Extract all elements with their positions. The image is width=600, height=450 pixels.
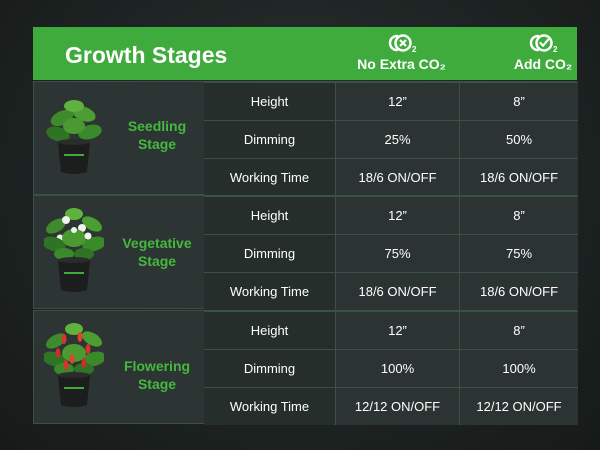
stage-name: Vegetative Stage (112, 234, 202, 270)
table-row: Working Time 18/6 ON/OFF 18/6 ON/OFF (204, 158, 578, 196)
seedling-plant-icon (44, 92, 104, 187)
column-label-no-co2: No Extra CO₂ (357, 56, 446, 72)
svg-text:2: 2 (412, 45, 417, 54)
stage-image-panel: Flowering Stage (34, 311, 204, 423)
table-row: Dimming 25% 50% (204, 120, 578, 158)
row-label: Working Time (204, 388, 335, 425)
row-label: Dimming (204, 235, 335, 272)
table-row: Height 12” 8” (204, 196, 578, 234)
table-row: Height 12” 8” (204, 82, 578, 120)
table-row: Dimming 100% 100% (204, 349, 578, 387)
stage-name-line1: Flowering (123, 358, 191, 374)
stage-vegetative: Vegetative Stage Height 12” 8” Dimming 7… (33, 195, 578, 310)
stage-seedling: Seedling Stage Height 12” 8” Dimming 25%… (33, 81, 578, 196)
stage-flowering: Flowering Stage Height 12” 8” Dimming 10… (33, 310, 578, 425)
co2-check-icon: 2 (529, 34, 558, 54)
flowering-plant-icon (42, 317, 106, 418)
value-no-co2: 12” (335, 83, 459, 120)
value-add-co2: 8” (459, 83, 578, 120)
value-no-co2: 12/12 ON/OFF (335, 388, 459, 425)
value-add-co2: 8” (459, 312, 578, 349)
row-label: Working Time (204, 159, 335, 196)
value-no-co2: 25% (335, 121, 459, 158)
row-label: Dimming (204, 350, 335, 387)
value-add-co2: 100% (459, 350, 578, 387)
table-header: Growth Stages 2 No Extra CO₂ 2 Add CO₂ (33, 27, 577, 80)
value-no-co2: 12” (335, 312, 459, 349)
column-header-no-co2: 2 No Extra CO₂ (340, 31, 463, 72)
value-no-co2: 100% (335, 350, 459, 387)
value-add-co2: 12/12 ON/OFF (459, 388, 578, 425)
row-label: Working Time (204, 273, 335, 310)
value-no-co2: 12” (335, 197, 459, 234)
value-add-co2: 18/6 ON/OFF (459, 273, 578, 310)
stage-name-line1: Vegetative (122, 235, 192, 251)
table-row: Dimming 75% 75% (204, 234, 578, 272)
page-title: Growth Stages (65, 42, 228, 68)
stage-name-line1: Seedling (127, 118, 187, 134)
vegetative-plant-icon (42, 202, 106, 303)
stage-name: Seedling Stage (112, 117, 202, 153)
row-label: Height (204, 83, 335, 120)
column-header-add-co2: 2 Add CO₂ (484, 31, 600, 72)
row-label: Dimming (204, 121, 335, 158)
stage-name-line2: Stage (137, 136, 177, 152)
table-row: Working Time 12/12 ON/OFF 12/12 ON/OFF (204, 387, 578, 425)
stage-name-line2: Stage (137, 376, 177, 392)
table-row: Height 12” 8” (204, 311, 578, 349)
value-add-co2: 75% (459, 235, 578, 272)
value-no-co2: 75% (335, 235, 459, 272)
value-no-co2: 18/6 ON/OFF (335, 159, 459, 196)
value-no-co2: 18/6 ON/OFF (335, 273, 459, 310)
stage-name: Flowering Stage (112, 357, 202, 393)
co2-no-icon: 2 (388, 34, 417, 54)
value-add-co2: 50% (459, 121, 578, 158)
table-row: Working Time 18/6 ON/OFF 18/6 ON/OFF (204, 272, 578, 310)
stage-image-panel: Seedling Stage (34, 82, 204, 194)
value-add-co2: 18/6 ON/OFF (459, 159, 578, 196)
svg-text:2: 2 (553, 45, 558, 54)
column-label-add-co2: Add CO₂ (513, 56, 573, 72)
stage-image-panel: Vegetative Stage (34, 196, 204, 308)
stage-name-line2: Stage (137, 253, 177, 269)
value-add-co2: 8” (459, 197, 578, 234)
row-label: Height (204, 312, 335, 349)
row-label: Height (204, 197, 335, 234)
